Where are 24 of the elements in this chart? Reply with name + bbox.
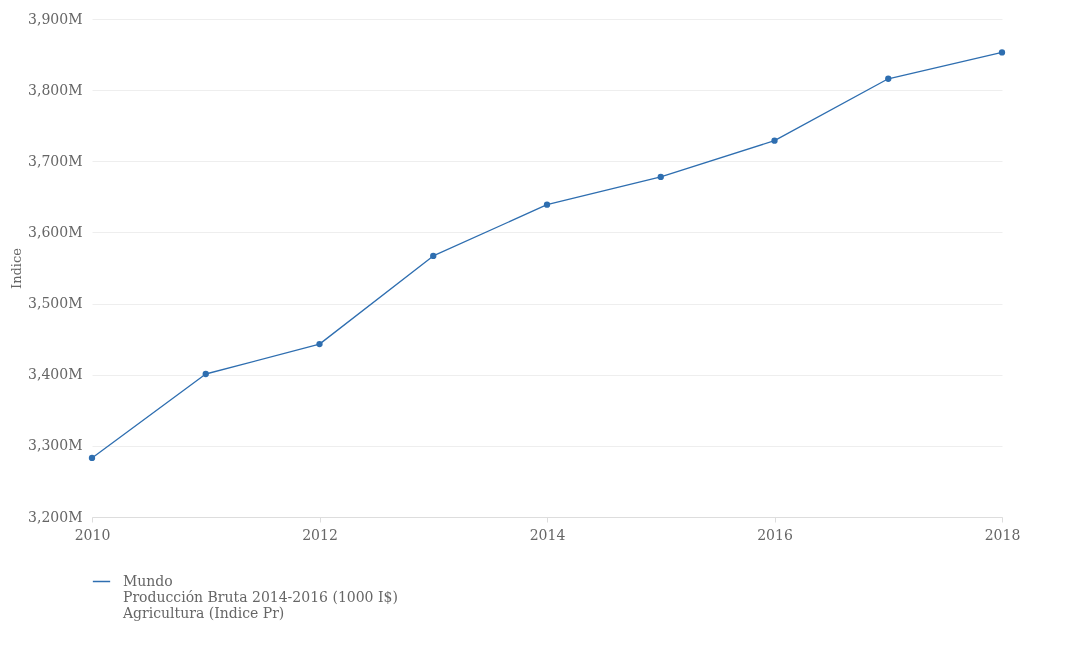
x-tick-label: 2018 [984, 526, 1021, 543]
point [771, 137, 778, 144]
point [998, 49, 1006, 56]
legend-label: Mundo Producción Bruta 2014-2016 (1000 I$) Agricultura (Indice Pr) [122, 572, 398, 621]
y-tick-label: 3,200M [28, 508, 83, 525]
x-tick-label: 2012 [302, 526, 338, 543]
y-tick-label: 3,900M [28, 10, 83, 27]
point [657, 173, 664, 181]
point [316, 340, 323, 348]
point [88, 454, 96, 462]
y-axis-title: Indice [9, 247, 25, 289]
y-tick-label: 3,300M [28, 437, 83, 454]
y-tick-label: 3,600M [28, 223, 83, 240]
y-tick-label: 3,700M [28, 152, 83, 169]
point [202, 370, 209, 378]
point [543, 201, 551, 208]
point [885, 75, 892, 82]
y-tick-label: 3,500M [28, 295, 83, 312]
point [430, 252, 437, 260]
x-tick-label: 2014 [529, 526, 566, 543]
y-tick-label: 3,400M [28, 366, 83, 383]
x-tick-label: 2016 [757, 526, 793, 543]
y-tick-label: 3,800M [28, 81, 83, 98]
x-tick-label: 2010 [74, 526, 111, 543]
